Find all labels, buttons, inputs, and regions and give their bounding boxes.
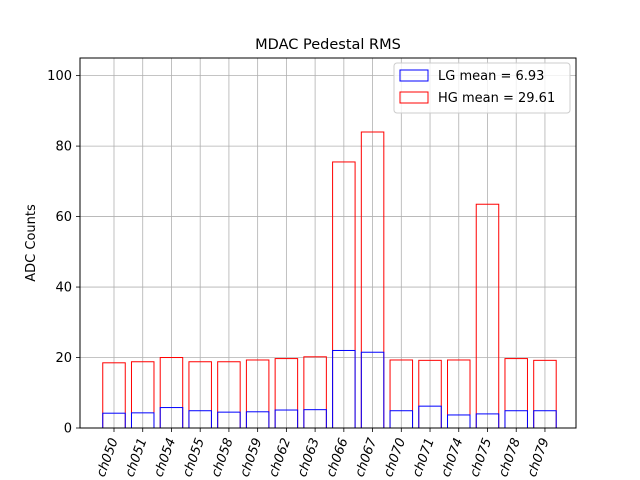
chart-title: MDAC Pedestal RMS [255, 37, 401, 53]
plot-frame [79, 57, 577, 429]
y-tick-label: 100 [47, 69, 72, 84]
legend: LG mean = 6.93 HG mean = 29.61 [393, 62, 571, 114]
y-tick-label: 60 [55, 210, 72, 225]
y-tick-label: 40 [55, 281, 72, 296]
y-tick-label: 80 [55, 140, 72, 155]
legend-label-hg: HG mean = 29.61 [438, 91, 555, 106]
legend-swatch-hg [399, 91, 429, 104]
legend-swatch-lg [399, 69, 429, 82]
legend-box [393, 62, 571, 114]
y-tick-label: 0 [64, 422, 72, 437]
y-axis-label: ADC Counts [24, 204, 39, 282]
legend-label-lg: LG mean = 6.93 [438, 69, 544, 84]
y-tick-label: 20 [55, 351, 72, 366]
grid [80, 58, 576, 429]
